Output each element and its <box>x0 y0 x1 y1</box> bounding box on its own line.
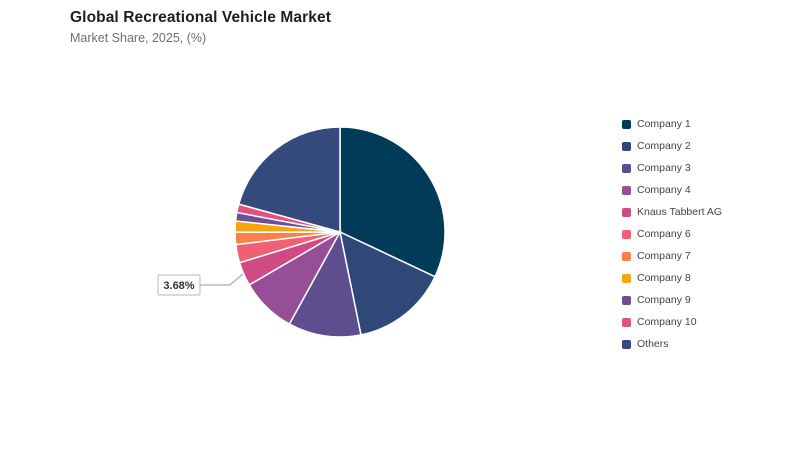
legend-item-1[interactable]: Company 1 <box>622 113 722 135</box>
legend-item-7[interactable]: Company 7 <box>622 245 722 267</box>
legend-swatch <box>622 251 631 261</box>
legend-label: Others <box>637 338 669 350</box>
legend-item-11[interactable]: Others <box>622 333 722 355</box>
legend-label: Company 4 <box>637 184 691 196</box>
legend-label: Company 3 <box>637 162 691 174</box>
legend-label: Company 2 <box>637 140 691 152</box>
legend-swatch <box>622 207 631 217</box>
legend-item-2[interactable]: Company 2 <box>622 135 722 157</box>
legend-swatch <box>622 141 631 151</box>
legend-label: Company 1 <box>637 118 691 130</box>
legend-swatch <box>622 317 631 327</box>
legend-swatch <box>622 273 631 283</box>
legend-item-5[interactable]: Knaus Tabbert AG <box>622 201 722 223</box>
legend-swatch <box>622 295 631 305</box>
chart-header: Global Recreational Vehicle Market Marke… <box>70 9 331 45</box>
data-label-text: 3.68% <box>163 280 194 292</box>
legend-label: Knaus Tabbert AG <box>637 206 723 218</box>
pie-slice-11[interactable] <box>237 126 341 233</box>
legend-label: Company 10 <box>637 316 697 328</box>
legend-item-4[interactable]: Company 4 <box>622 179 722 201</box>
legend-label: Company 9 <box>637 294 691 306</box>
data-label-leader-line <box>200 273 244 286</box>
legend-label: Company 7 <box>637 250 691 262</box>
legend-label: Company 8 <box>637 272 691 284</box>
legend-swatch <box>622 119 631 129</box>
chart-subtitle: Market Share, 2025, (%) <box>70 31 207 45</box>
pie-slice-2[interactable] <box>338 230 437 336</box>
legend-swatch <box>622 339 631 349</box>
chart-title: Global Recreational Vehicle Market <box>70 9 331 26</box>
pie-slice-3[interactable] <box>288 229 362 338</box>
legend-item-8[interactable]: Company 8 <box>622 267 722 289</box>
legend-swatch <box>622 185 631 195</box>
chart-legend: Company 1 Company 2 Company 3 Company 4 Knau… <box>622 113 722 355</box>
legend-swatch <box>622 229 631 239</box>
legend-item-6[interactable]: Company 6 <box>622 223 722 245</box>
legend-item-3[interactable]: Company 3 <box>622 157 722 179</box>
pie-slice-1[interactable] <box>339 126 446 278</box>
legend-swatch <box>622 163 631 173</box>
legend-item-9[interactable]: Company 9 <box>622 289 722 311</box>
legend-item-10[interactable]: Company 10 <box>622 311 722 333</box>
data-label-box <box>157 274 201 296</box>
legend-label: Company 6 <box>637 228 691 240</box>
